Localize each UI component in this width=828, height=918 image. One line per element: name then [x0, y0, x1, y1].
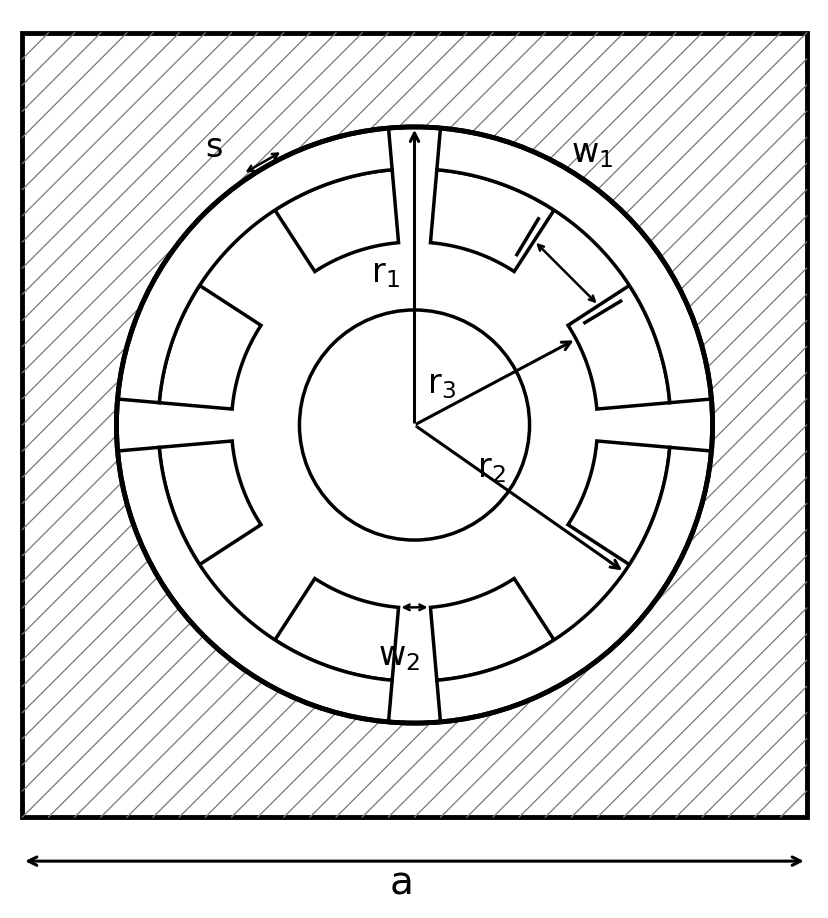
- Polygon shape: [118, 447, 392, 722]
- Polygon shape: [567, 441, 669, 565]
- Polygon shape: [159, 441, 261, 565]
- Polygon shape: [275, 170, 398, 272]
- Polygon shape: [275, 578, 398, 680]
- Text: s: s: [205, 131, 223, 164]
- Polygon shape: [436, 447, 710, 722]
- Text: r$_3$: r$_3$: [426, 368, 455, 401]
- Polygon shape: [430, 578, 553, 680]
- Polygon shape: [118, 129, 392, 403]
- Polygon shape: [430, 170, 553, 272]
- Text: r$_1$: r$_1$: [370, 257, 399, 290]
- Polygon shape: [22, 33, 806, 817]
- Polygon shape: [159, 285, 261, 409]
- Text: w$_1$: w$_1$: [570, 137, 613, 170]
- Circle shape: [116, 127, 712, 723]
- Text: w$_2$: w$_2$: [378, 640, 420, 673]
- Text: r$_2$: r$_2$: [477, 452, 505, 485]
- Text: a: a: [389, 865, 413, 902]
- Polygon shape: [436, 129, 710, 403]
- Polygon shape: [567, 285, 669, 409]
- Circle shape: [299, 310, 529, 540]
